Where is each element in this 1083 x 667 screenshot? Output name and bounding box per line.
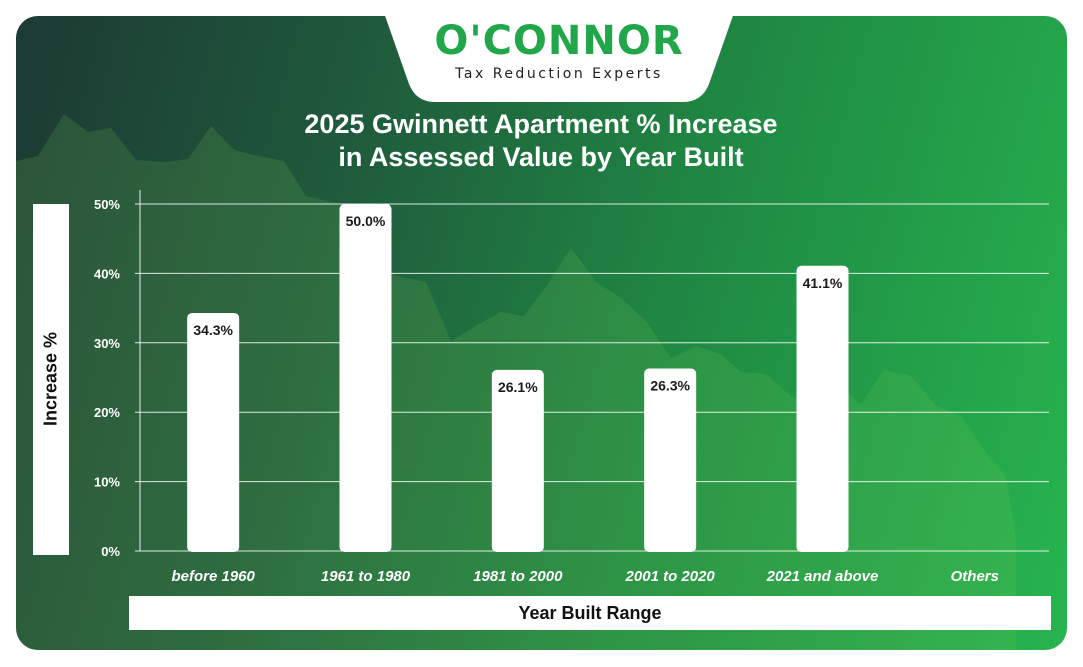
logo: O'CONNOR Tax Reduction Experts — [383, 16, 735, 102]
chart-title-line-1: 2025 Gwinnett Apartment % Increase — [304, 109, 778, 139]
data-label: 34.3% — [193, 322, 233, 338]
data-label: 50.0% — [346, 213, 386, 229]
bar — [187, 312, 240, 552]
bars — [187, 204, 849, 552]
x-axis-label: Year Built Range — [518, 603, 662, 623]
data-labels: 34.3% 50.0% 26.1% 26.3% 41.1% — [193, 213, 843, 395]
x-tick-label: Others — [951, 568, 999, 585]
y-tick-label: 20% — [94, 405, 120, 420]
chart-frame: O'CONNOR Tax Reduction Experts 2025 Gwin… — [16, 16, 1067, 650]
logo-wordmark: O'CONNOR — [434, 18, 684, 64]
x-tick-labels: before 1960 1961 to 1980 1981 to 2000 2001 … — [171, 568, 999, 585]
logo-tab — [385, 16, 733, 102]
y-tick-label: 40% — [94, 266, 120, 281]
x-axis-label-box: Year Built Range — [129, 596, 1051, 630]
gridlines — [135, 190, 1049, 552]
bar — [796, 265, 849, 552]
x-tick-label: 2001 to 2020 — [625, 568, 716, 585]
chart-title-line-2: in Assessed Value by Year Built — [338, 142, 744, 172]
chart-title: 2025 Gwinnett Apartment % Increase in As… — [166, 108, 916, 174]
x-tick-label: before 1960 — [171, 568, 255, 585]
bar — [644, 368, 697, 552]
y-axis-label-box — [33, 204, 69, 555]
x-tick-label: 2021 and above — [766, 568, 879, 585]
data-label: 26.1% — [498, 379, 538, 395]
bar — [339, 204, 392, 552]
data-label: 41.1% — [803, 275, 843, 291]
y-tick-label: 10% — [94, 475, 120, 490]
y-tick-label: 30% — [94, 336, 120, 351]
data-label: 26.3% — [650, 377, 690, 393]
bar — [491, 369, 544, 552]
x-tick-label: 1981 to 2000 — [473, 568, 563, 585]
y-tick-label: 50% — [94, 197, 120, 212]
plot-area: 0% 10% 20% 30% 40% 50% 34.3% 50.0% 26.1% 26.3% 41… — [94, 190, 1049, 585]
y-tick-labels: 0% 10% 20% 30% 40% 50% — [94, 197, 120, 559]
x-tick-label: 1961 to 1980 — [321, 568, 411, 585]
logo-tagline: Tax Reduction Experts — [455, 66, 663, 82]
y-tick-label: 0% — [101, 544, 120, 559]
